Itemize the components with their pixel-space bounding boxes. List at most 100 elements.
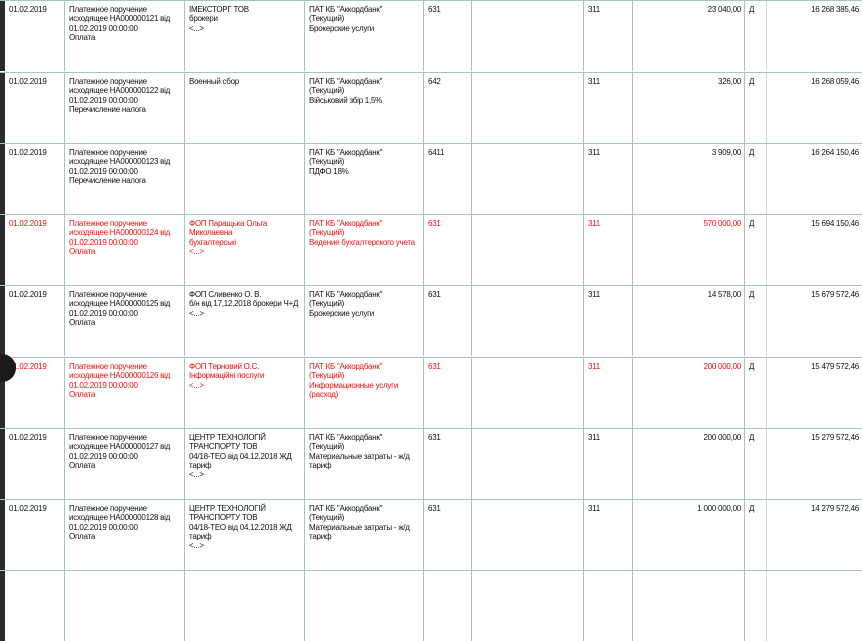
- cell-amount[interactable]: 570 000,00: [633, 215, 745, 285]
- table-row[interactable]: 01.02.2019 Платежное поручение исходящее …: [0, 285, 862, 356]
- cell-document[interactable]: Платежное поручение исходящее НА00000012…: [65, 1, 185, 71]
- table-row[interactable]: 01.02.2019 Платежное поручение исходящее …: [0, 499, 862, 570]
- cell-balance[interactable]: 16 268 059,46: [811, 77, 859, 86]
- cell-subconto[interactable]: [472, 429, 584, 499]
- cell-balance[interactable]: 15 694 150,46: [811, 219, 859, 228]
- cell-amount[interactable]: 200 000,00: [633, 429, 745, 499]
- cursor-overlay: [0, 354, 16, 382]
- cell-account-debit[interactable]: 631: [424, 500, 472, 570]
- cell-account-credit[interactable]: 311: [584, 429, 633, 499]
- cell-subconto[interactable]: [472, 358, 584, 428]
- table-row[interactable]: 01.02.2019 Платежное поручение исходящее …: [0, 72, 862, 143]
- cell-document[interactable]: Платежное поручение исходящее НА00000012…: [65, 215, 185, 285]
- cell-debit-credit[interactable]: [745, 571, 767, 641]
- cell-document[interactable]: Платежное поручение исходящее НА00000012…: [65, 144, 185, 214]
- cell-amount[interactable]: 1 000 000,00: [633, 500, 745, 570]
- cell-account-credit[interactable]: [584, 571, 633, 641]
- cell-amount[interactable]: [633, 571, 745, 641]
- table-row[interactable]: 01.02.2019 Платежное поручение исходящее …: [0, 143, 862, 214]
- cell-balance[interactable]: 15 679 572,46: [811, 290, 859, 299]
- cell-subconto[interactable]: [472, 500, 584, 570]
- cell-debit-credit[interactable]: Д: [745, 429, 767, 499]
- cell-balance[interactable]: 15 479 572,46: [811, 362, 859, 371]
- table-row[interactable]: 01.02.2019 Платежное поручение исходящее …: [0, 428, 862, 499]
- cell-counterparty[interactable]: [185, 144, 305, 214]
- cell-date[interactable]: 01.02.2019: [5, 429, 65, 499]
- cell-account-credit[interactable]: 311: [584, 286, 633, 356]
- cell-account-debit[interactable]: 631: [424, 358, 472, 428]
- cell-debit-credit[interactable]: Д: [745, 215, 767, 285]
- cell-bank-account[interactable]: [305, 571, 424, 641]
- cell-account-credit[interactable]: 311: [584, 358, 633, 428]
- cell-counterparty[interactable]: [185, 571, 305, 641]
- cell-balance[interactable]: 16 268 385,46: [811, 5, 859, 14]
- cell-document[interactable]: Платежное поручение исходящее НА00000012…: [65, 500, 185, 570]
- cell-account-credit[interactable]: 311: [584, 73, 633, 143]
- cell-balance[interactable]: 14 279 572,46: [811, 504, 859, 513]
- cell-date[interactable]: 01.02.2019: [5, 73, 65, 143]
- cell-amount[interactable]: 3 909,00: [633, 144, 745, 214]
- cell-counterparty[interactable]: Военный сбор: [185, 73, 305, 143]
- table-row[interactable]: 01.02.2019 Платежное поручение исходящее …: [0, 357, 862, 428]
- cell-counterparty[interactable]: ФОП Паращька Ольга Миколаевна бухгалтерс…: [185, 215, 305, 285]
- cell-document[interactable]: Платежное поручение исходящее НА00000012…: [65, 73, 185, 143]
- cell-subconto[interactable]: [472, 1, 584, 71]
- cell-document[interactable]: Платежное поручение исходящее НА00000012…: [65, 358, 185, 428]
- cell-debit-credit[interactable]: Д: [745, 286, 767, 356]
- cell-debit-credit[interactable]: Д: [745, 144, 767, 214]
- cell-debit-credit[interactable]: Д: [745, 358, 767, 428]
- cell-subconto[interactable]: [472, 73, 584, 143]
- cell-bank-account[interactable]: ПАТ КБ "Аккордбанк" (Текущий) ПДФО 18%: [305, 144, 424, 214]
- cell-amount[interactable]: 326,00: [633, 73, 745, 143]
- cell-account-credit[interactable]: 311: [584, 500, 633, 570]
- cell-account-debit[interactable]: 631: [424, 286, 472, 356]
- cell-subconto[interactable]: [472, 571, 584, 641]
- cell-subconto[interactable]: [472, 144, 584, 214]
- cell-balance[interactable]: [767, 571, 862, 641]
- cell-amount[interactable]: 23 040,00: [633, 1, 745, 71]
- cell-bank-account[interactable]: ПАТ КБ "Аккордбанк" (Текущий) Брокерские…: [305, 286, 424, 356]
- cell-debit-credit[interactable]: Д: [745, 1, 767, 71]
- cell-bank-account[interactable]: ПАТ КБ "Аккордбанк" (Текущий) Информацио…: [305, 358, 424, 428]
- cell-account-debit[interactable]: 631: [424, 215, 472, 285]
- cell-account-credit[interactable]: 311: [584, 215, 633, 285]
- cell-date[interactable]: 01.02.2019: [5, 1, 65, 71]
- table-row[interactable]: [0, 570, 862, 641]
- cell-counterparty[interactable]: ІМЕКСТОРГ ТОВ брокери <...>: [185, 1, 305, 71]
- cell-document[interactable]: Платежное поручение исходящее НА00000012…: [65, 286, 185, 356]
- cell-date[interactable]: 01.02.2019: [5, 500, 65, 570]
- cell-subconto[interactable]: [472, 215, 584, 285]
- cell-debit-credit[interactable]: Д: [745, 500, 767, 570]
- cell-amount[interactable]: 14 578,00: [633, 286, 745, 356]
- cell-amount[interactable]: 200 000,00: [633, 358, 745, 428]
- table-row[interactable]: 01.02.2019 Платежное поручение исходящее …: [0, 214, 862, 285]
- cell-date[interactable]: 01.02.2019: [5, 215, 65, 285]
- cell-date[interactable]: [5, 571, 65, 641]
- cell-account-credit[interactable]: 311: [584, 144, 633, 214]
- cell-bank-account[interactable]: ПАТ КБ "Аккордбанк" (Текущий) Материальн…: [305, 429, 424, 499]
- cell-account-debit[interactable]: 642: [424, 73, 472, 143]
- cell-bank-account[interactable]: ПАТ КБ "Аккордбанк" (Текущий) Брокерские…: [305, 1, 424, 71]
- cell-date[interactable]: 01.02.2019: [5, 144, 65, 214]
- cell-document[interactable]: [65, 571, 185, 641]
- cell-counterparty[interactable]: ЦЕНТР ТЕХНОЛОГІЙ ТРАНСПОРТУ ТОВ 04/18-ТЕ…: [185, 429, 305, 499]
- cell-subconto[interactable]: [472, 286, 584, 356]
- cell-counterparty[interactable]: ФОП Сливенко О. В. б/н від 17,12,2018 бр…: [185, 286, 305, 356]
- cell-account-debit[interactable]: 6411: [424, 144, 472, 214]
- cell-date[interactable]: 01.02.2019: [5, 358, 65, 428]
- cell-balance[interactable]: 15 279 572,46: [811, 433, 859, 442]
- cell-bank-account[interactable]: ПАТ КБ "Аккордбанк" (Текущий) Материальн…: [305, 500, 424, 570]
- cell-account-debit[interactable]: [424, 571, 472, 641]
- cell-document[interactable]: Платежное поручение исходящее НА00000012…: [65, 429, 185, 499]
- cell-account-credit[interactable]: 311: [584, 1, 633, 71]
- cell-bank-account[interactable]: ПАТ КБ "Аккордбанк" (Текущий) Ведение бу…: [305, 215, 424, 285]
- cell-date[interactable]: 01.02.2019: [5, 286, 65, 356]
- cell-balance[interactable]: 16 264 150,46: [811, 148, 859, 157]
- cell-bank-account[interactable]: ПАТ КБ "Аккордбанк" (Текущий) Військовий…: [305, 73, 424, 143]
- cell-counterparty[interactable]: ЦЕНТР ТЕХНОЛОГІЙ ТРАНСПОРТУ ТОВ 04/18-ТЕ…: [185, 500, 305, 570]
- table-row[interactable]: 01.02.2019 Платежное поручение исходящее …: [0, 0, 862, 71]
- cell-counterparty[interactable]: ФОП Терновий О.С. Інформаційні послуги <…: [185, 358, 305, 428]
- cell-account-debit[interactable]: 631: [424, 429, 472, 499]
- cell-debit-credit[interactable]: Д: [745, 73, 767, 143]
- cell-account-debit[interactable]: 631: [424, 1, 472, 71]
